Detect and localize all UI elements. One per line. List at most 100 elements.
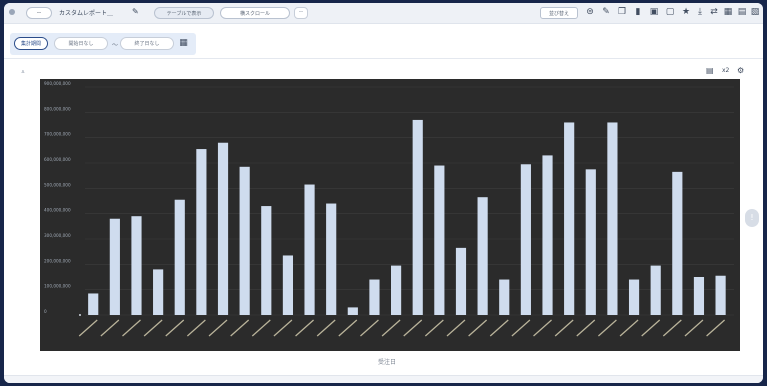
x-tick-mark <box>533 319 552 337</box>
share-icon[interactable]: ⇄ <box>710 7 718 17</box>
y-tick-label: 200,000,000 <box>44 258 71 263</box>
bar[interactable] <box>347 307 358 315</box>
y-tick-label: 500,000,000 <box>44 182 71 187</box>
origin-dot <box>79 314 81 316</box>
bar[interactable] <box>520 164 531 315</box>
bar[interactable] <box>434 165 445 315</box>
settings-icon[interactable]: ▧ <box>750 7 760 17</box>
x-tick-mark <box>338 319 358 337</box>
report-panel: ー カスタムレポート＿ ✎ テーブルで表示 横スクロール ー 並び替え ⊜ ✎ … <box>4 3 763 383</box>
bar[interactable] <box>607 122 618 315</box>
y-tick-label: 100,000,000 <box>44 284 71 289</box>
x-tick-mark <box>122 319 141 337</box>
x-tick-mark <box>597 319 617 337</box>
download-icon[interactable]: ⤓ <box>698 7 702 17</box>
pencil-icon[interactable]: ✎ <box>132 7 139 16</box>
x-tick-mark <box>446 319 466 337</box>
start-date-input[interactable]: 開始日なし <box>54 37 108 50</box>
duplicate-icon[interactable]: ❐ <box>617 7 627 17</box>
zoom-label[interactable]: x2 <box>722 67 730 74</box>
period-basis-button[interactable]: 集計期間 <box>14 37 48 50</box>
calendar-icon[interactable]: ▦ <box>723 7 733 17</box>
date-separator: 〜 <box>112 42 119 49</box>
x-tick-mark <box>208 319 228 337</box>
bottom-strip <box>4 375 763 383</box>
back-button[interactable]: ー <box>26 7 52 19</box>
bar[interactable] <box>585 169 596 315</box>
scroll-toggle[interactable]: 横スクロール <box>220 7 290 19</box>
collapse-button[interactable]: ー <box>294 7 308 19</box>
x-tick-mark <box>381 319 401 337</box>
star-icon[interactable]: ★ <box>681 7 691 17</box>
copy-icon[interactable]: ⊜ <box>586 7 594 17</box>
bar[interactable] <box>153 269 164 315</box>
x-tick-mark <box>295 319 314 337</box>
y-tick-label: 800,000,000 <box>44 106 71 111</box>
bar[interactable] <box>304 184 315 315</box>
sort-button[interactable]: 並び替え <box>540 7 578 19</box>
y-tick-label: 900,000,000 <box>44 81 71 86</box>
calendar-icon[interactable]: ▦ <box>179 38 188 48</box>
chart-settings-icon[interactable]: ⚙ <box>737 66 745 75</box>
x-axis-title: 受注日 <box>377 359 396 366</box>
bar-chart: 900,000,000 800,000,000 700,000,000 600,000… <box>40 79 740 351</box>
x-tick-mark <box>165 319 185 337</box>
x-tick-mark <box>489 319 509 337</box>
bar[interactable] <box>109 218 120 315</box>
side-info-button[interactable]: ! <box>745 209 759 227</box>
bar[interactable] <box>564 122 575 315</box>
x-tick-mark <box>186 319 206 337</box>
y-tick-label: 300,000,000 <box>44 233 71 238</box>
x-tick-mark <box>424 319 444 337</box>
save-icon[interactable]: ▣ <box>649 7 659 17</box>
y-tick-label: 700,000,000 <box>44 132 71 137</box>
bar[interactable] <box>499 279 510 315</box>
x-tick-mark <box>468 319 488 337</box>
bar[interactable] <box>477 197 488 315</box>
x-tick-mark <box>619 319 639 337</box>
bar[interactable] <box>693 277 705 315</box>
y-tick-label: 400,000,000 <box>44 208 71 213</box>
x-tick-mark <box>316 319 336 337</box>
table-icon[interactable]: ▤ <box>706 66 714 75</box>
bar[interactable] <box>628 279 640 315</box>
bar[interactable] <box>88 293 99 315</box>
bar[interactable] <box>412 119 423 315</box>
end-date-input[interactable]: 終了日なし <box>120 37 174 50</box>
bar[interactable] <box>369 279 380 315</box>
menu-icon[interactable] <box>9 9 15 15</box>
bar[interactable] <box>131 216 142 315</box>
bar[interactable] <box>174 199 185 315</box>
bar[interactable] <box>282 255 294 315</box>
bar[interactable] <box>715 275 726 315</box>
chart-handle-icon[interactable]: ᐞ <box>21 69 25 77</box>
x-tick-mark <box>706 319 726 337</box>
bar[interactable] <box>326 203 337 315</box>
x-tick-mark <box>554 319 574 337</box>
bar[interactable] <box>196 149 207 315</box>
bookmark-icon[interactable]: ▢ <box>665 7 675 17</box>
report-title[interactable]: カスタムレポート＿ <box>59 10 114 17</box>
bar[interactable] <box>542 155 553 315</box>
x-tick-mark <box>360 319 379 337</box>
x-tick-mark <box>576 319 596 337</box>
bar[interactable] <box>672 171 683 315</box>
edit-icon[interactable]: ✎ <box>602 7 610 17</box>
x-tick-mark <box>230 319 250 337</box>
delete-icon[interactable]: ▮ <box>635 7 641 17</box>
x-tick-mark <box>403 319 423 337</box>
x-tick-mark <box>662 319 682 337</box>
export-icon[interactable]: ▤ <box>737 7 747 17</box>
table-view-toggle[interactable]: テーブルで表示 <box>154 7 214 19</box>
top-toolbar: ー カスタムレポート＿ ✎ テーブルで表示 横スクロール ー 並び替え ⊜ ✎ … <box>4 3 763 24</box>
y-tick-label: 0 <box>44 309 47 314</box>
bar[interactable] <box>455 247 467 315</box>
x-tick-mark <box>273 319 293 337</box>
x-tick-mark <box>641 319 661 337</box>
y-tick-label: 600,000,000 <box>44 157 71 162</box>
bar[interactable] <box>261 206 272 315</box>
bar[interactable] <box>650 265 661 315</box>
bar[interactable] <box>391 265 402 315</box>
bar[interactable] <box>239 166 250 315</box>
bar[interactable] <box>217 142 229 315</box>
